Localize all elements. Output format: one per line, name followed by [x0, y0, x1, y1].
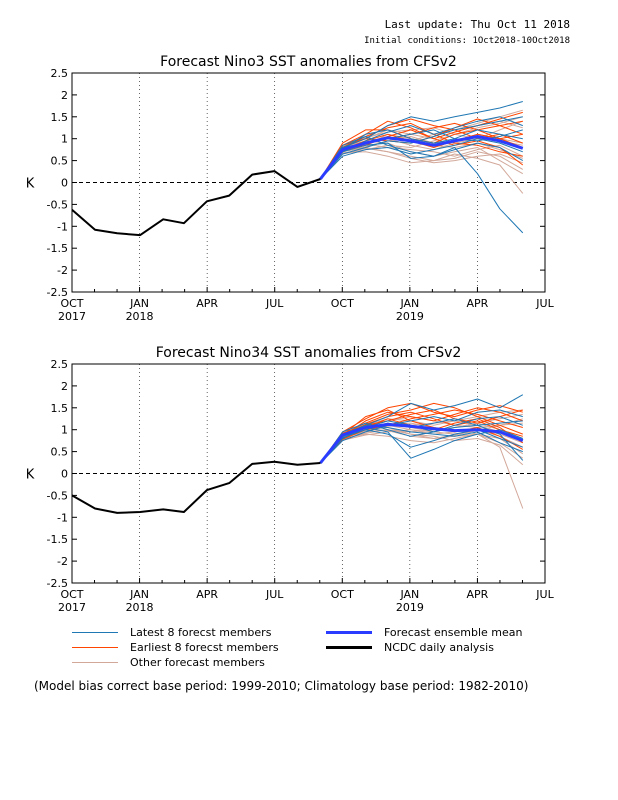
footnote: (Model bias correct base period: 1999-20…: [34, 679, 529, 693]
latest-member-line: [320, 116, 523, 180]
legend-swatch-latest: [72, 632, 118, 633]
y-axis-label-0: K: [26, 177, 35, 192]
chart-title-1: Forecast Nino34 SST anomalies from CFSv2: [156, 345, 462, 361]
legend-item-analysis: NCDC daily analysis: [326, 641, 494, 654]
analysis-line: [71, 170, 321, 237]
y-tick-label: -1.5: [47, 533, 68, 546]
x-tick-label: JAN: [129, 297, 149, 310]
chart-title-0: Forecast Nino3 SST anomalies from CFSv2: [160, 54, 457, 70]
y-tick-label: -1.5: [47, 242, 68, 255]
y-tick-label: 1: [61, 133, 68, 146]
x-tick-label: OCT: [60, 297, 83, 310]
legend-item-latest: Latest 8 forecst members: [72, 626, 271, 639]
latest-member-line: [320, 129, 523, 180]
legend-swatch-earliest: [72, 647, 118, 648]
legend-label-other: Other forecast members: [130, 656, 265, 669]
legend-item-other: Other forecast members: [72, 656, 265, 669]
y-tick-label: 1: [61, 424, 68, 437]
y-tick-label: -1: [57, 220, 68, 233]
latest-member-line: [319, 101, 523, 180]
x-tick-year-label: 2019: [396, 310, 424, 323]
ensemble-mean-line: [319, 422, 524, 464]
y-tick-label: 2.5: [51, 67, 69, 80]
y-axis-label-1: K: [26, 468, 35, 483]
y-tick-label: 1.5: [51, 111, 69, 124]
legend-label-mean: Forecast ensemble mean: [384, 626, 523, 639]
y-tick-label: 0: [61, 177, 68, 190]
x-tick-label: JAN: [129, 588, 149, 601]
x-tick-year-label: 2017: [58, 310, 86, 323]
legend-swatch-mean: [326, 631, 372, 634]
legend-label-latest: Latest 8 forecst members: [130, 626, 272, 639]
x-tick-label: JUL: [535, 588, 554, 601]
last-update-text: Last update: Thu Oct 11 2018: [384, 18, 570, 31]
y-tick-label: -2.5: [47, 577, 68, 590]
plot-frame: [71, 72, 546, 293]
legend-label-earliest: Earliest 8 forecst members: [130, 641, 279, 654]
x-tick-label: OCT: [331, 297, 354, 310]
y-tick-label: -1: [57, 511, 68, 524]
y-tick-label: -2: [57, 264, 68, 277]
x-tick-label: OCT: [60, 588, 83, 601]
x-tick-label: JAN: [399, 588, 419, 601]
legend-item-earliest: Earliest 8 forecst members: [72, 641, 279, 654]
analysis-line: [71, 460, 321, 514]
latest-member-line: [320, 138, 523, 180]
y-tick-label: 2: [61, 89, 68, 102]
initial-conditions-text: Initial conditions: 1Oct2018-10Oct2018: [364, 36, 570, 46]
x-tick-label: APR: [467, 588, 489, 601]
y-tick-label: -0.5: [47, 198, 68, 211]
latest-member-line: [320, 409, 523, 464]
y-tick-label: 0.5: [51, 446, 69, 459]
x-tick-label: JUL: [535, 297, 554, 310]
y-tick-label: -0.5: [47, 489, 68, 502]
plot-frame: [71, 363, 546, 584]
ensemble-mean-line: [319, 135, 524, 180]
y-tick-label: 0: [61, 468, 68, 481]
x-tick-year-label: 2018: [126, 310, 154, 323]
legend-label-analysis: NCDC daily analysis: [384, 641, 494, 654]
x-tick-label: APR: [196, 588, 218, 601]
y-tick-label: 1.5: [51, 402, 69, 415]
y-tick-label: 2: [61, 380, 68, 393]
y-tick-label: -2: [57, 555, 68, 568]
x-tick-label: JUL: [265, 588, 284, 601]
x-tick-label: JAN: [399, 297, 419, 310]
other-member-line: [320, 151, 524, 194]
y-tick-label: 0.5: [51, 155, 69, 168]
x-tick-year-label: 2019: [396, 601, 424, 614]
y-tick-label: 2.5: [51, 358, 69, 371]
legend-swatch-other: [72, 662, 118, 663]
x-tick-label: APR: [196, 297, 218, 310]
x-tick-year-label: 2017: [58, 601, 86, 614]
x-tick-label: JUL: [265, 297, 284, 310]
x-tick-label: APR: [467, 297, 489, 310]
other-member-line: [320, 429, 524, 464]
x-tick-year-label: 2018: [126, 601, 154, 614]
x-tick-label: OCT: [331, 588, 354, 601]
latest-member-line: [320, 142, 524, 234]
latest-member-line: [319, 136, 524, 180]
latest-member-line: [320, 418, 523, 464]
legend-item-mean: Forecast ensemble mean: [326, 626, 523, 639]
y-tick-label: -2.5: [47, 286, 68, 299]
legend-swatch-analysis: [326, 646, 372, 649]
